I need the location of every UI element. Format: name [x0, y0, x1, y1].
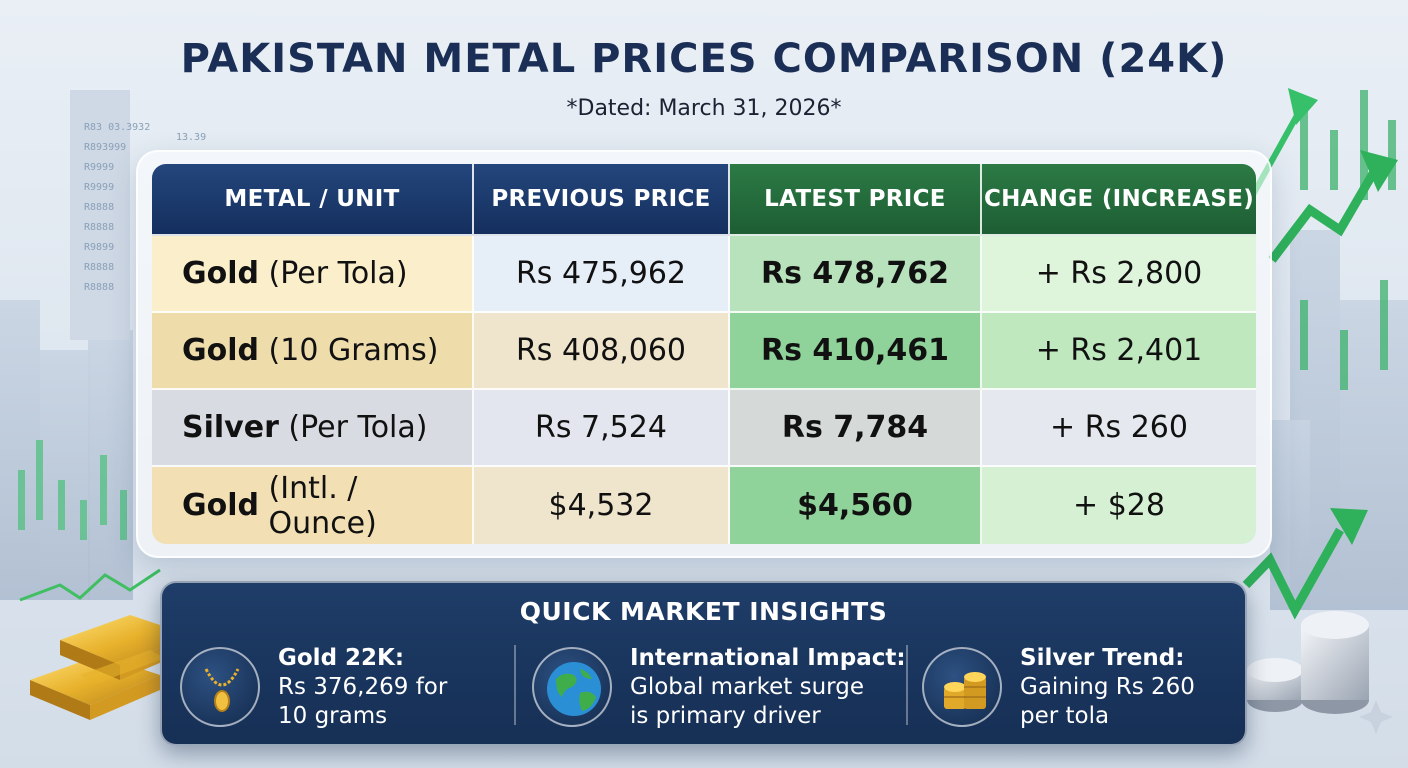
- metal-unit: (10 Grams): [268, 333, 439, 368]
- insight-line: Global market surge: [630, 673, 864, 700]
- insight-line: per tola: [1020, 702, 1110, 729]
- metal-unit: (Per Tola): [268, 256, 408, 291]
- silver-coins-image: [1247, 611, 1369, 714]
- insight-line: Rs 376,269 for: [278, 673, 448, 700]
- insight-heading: Gold 22K:: [278, 644, 405, 671]
- right-skyline: [1270, 230, 1408, 610]
- insight-heading: Silver Trend:: [1020, 644, 1185, 671]
- header-latest-price: LATEST PRICE: [730, 164, 982, 236]
- row-gold-tola-previous: Rs 475,962: [474, 236, 730, 313]
- row-gold-10g-latest: Rs 410,461: [730, 313, 982, 390]
- insight-gold-22k: Gold 22K: Rs 376,269 for 10 grams: [180, 641, 447, 733]
- row-gold-ounce-metal: Gold (Intl. / Ounce): [152, 467, 474, 544]
- svg-text:R9999: R9999: [84, 182, 114, 193]
- insight-line: 10 grams: [278, 702, 388, 729]
- left-skyline: [0, 90, 133, 600]
- gold-necklace-icon: [180, 647, 260, 727]
- coin-stack-icon: [922, 647, 1002, 727]
- globe-icon: [532, 647, 612, 727]
- row-gold-ounce-change: + $28: [982, 467, 1256, 544]
- metal-name: Gold: [182, 333, 259, 368]
- header-previous-price: PREVIOUS PRICE: [474, 164, 730, 236]
- insight-line: is primary driver: [630, 702, 821, 729]
- metal-unit: (Per Tola): [288, 410, 428, 445]
- row-gold-ounce-latest: $4,560: [730, 467, 982, 544]
- svg-text:R9999: R9999: [84, 162, 114, 173]
- header-metal-unit: METAL / UNIT: [152, 164, 474, 236]
- quick-market-insights-panel: QUICK MARKET INSIGHTS Gold 22K: Rs 376,2…: [160, 581, 1247, 746]
- row-silver-tola-change: + Rs 260: [982, 390, 1256, 467]
- row-silver-tola-latest: Rs 7,784: [730, 390, 982, 467]
- trend-arrow-right: [1268, 150, 1398, 263]
- row-silver-tola-metal: Silver (Per Tola): [152, 390, 474, 467]
- metal-unit: (Intl. / Ounce): [268, 470, 377, 541]
- row-gold-tola-change: + Rs 2,800: [982, 236, 1256, 313]
- left-trend-line: [19, 568, 161, 602]
- insights-title: QUICK MARKET INSIGHTS: [519, 597, 888, 626]
- header-change: CHANGE (INCREASE): [982, 164, 1256, 236]
- svg-text:R9899: R9899: [84, 242, 114, 253]
- svg-text:13.39: 13.39: [176, 132, 206, 143]
- svg-text:R8888: R8888: [84, 262, 114, 273]
- insight-line: Gaining Rs 260: [1020, 673, 1195, 700]
- row-gold-10g-previous: Rs 408,060: [474, 313, 730, 390]
- left-candlesticks: [18, 440, 127, 540]
- row-gold-10g-change: + Rs 2,401: [982, 313, 1256, 390]
- insight-international-impact: International Impact: Global market surg…: [532, 641, 906, 733]
- page-title: PAKISTAN METAL PRICES COMPARISON (24K): [180, 36, 1228, 82]
- sparkle-icon: [1359, 700, 1393, 734]
- date-subtitle: *Dated: March 31, 2026*: [566, 96, 842, 121]
- insight-heading: International Impact:: [630, 644, 906, 671]
- row-gold-10g-metal: Gold (10 Grams): [152, 313, 474, 390]
- svg-text:R893999: R893999: [84, 142, 126, 153]
- metal-name: Gold: [182, 488, 259, 523]
- svg-text:R8888: R8888: [84, 202, 114, 213]
- row-gold-tola-metal: Gold (Per Tola): [152, 236, 474, 313]
- insight-divider: [906, 645, 908, 725]
- right-candlesticks: [1300, 90, 1396, 390]
- row-silver-tola-previous: Rs 7,524: [474, 390, 730, 467]
- insight-silver-trend: Silver Trend: Gaining Rs 260 per tola: [922, 641, 1195, 733]
- metal-name: Silver: [182, 410, 279, 445]
- metal-name: Gold: [182, 256, 259, 291]
- price-table: METAL / UNIT PREVIOUS PRICE LATEST PRICE…: [152, 164, 1256, 544]
- svg-text:R83 03.3932: R83 03.3932: [84, 122, 150, 133]
- row-gold-tola-latest: Rs 478,762: [730, 236, 982, 313]
- svg-text:R8888: R8888: [84, 222, 114, 233]
- insight-divider: [514, 645, 516, 725]
- row-gold-ounce-previous: $4,532: [474, 467, 730, 544]
- svg-text:R8888: R8888: [84, 282, 114, 293]
